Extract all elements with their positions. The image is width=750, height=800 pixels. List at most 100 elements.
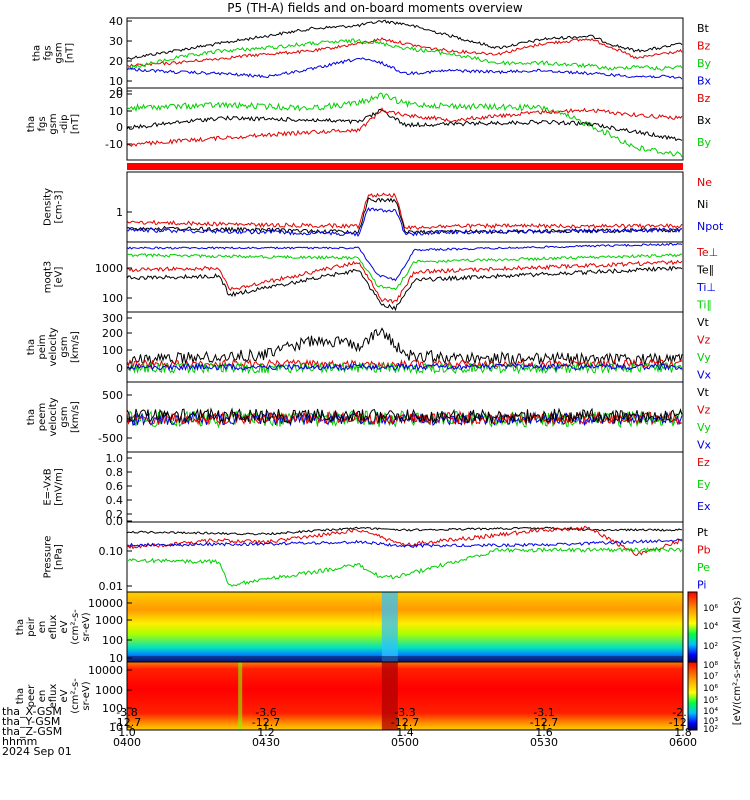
footer-val-3-1: 0430 [252,736,280,749]
ytick-peimvel-0: 300 [102,312,123,325]
footer-val-1-2: -12.7 [391,716,419,729]
footer-val-0-0: -3.8 [116,706,137,719]
legend-bfield2-0: Bz [697,92,711,105]
ylabel-peir-3: eflux [48,615,59,640]
legend-pressure-1: Pb [697,544,711,557]
ytick-bfield2-1: 10 [109,105,123,118]
ylabel-pressure-1: [nPa] [54,544,65,570]
ytick-peemvel-2: -500 [98,432,123,445]
ylabel-peer-4: eV [59,689,70,702]
ylabel-efield-1: [mV/m] [54,468,65,506]
series-peemvel-3 [126,407,683,425]
ylabel-peimvel-0: tha [26,339,37,355]
ylabel-density-1: [cm-3] [54,190,65,223]
ytick-bfield-0: 40 [109,15,123,28]
colorbar-tick-9: 10² [703,725,718,735]
panel-efield [126,451,684,523]
spectrogram-peer [127,662,683,730]
series-pressure-2 [127,538,683,548]
legend-density-2: Npot [697,220,724,233]
ylabel-peir-0: tha [15,619,26,635]
series-temp-1 [126,253,683,291]
legend-pressure-2: Pe [697,561,710,574]
ylabel-peir-5: (cm²-s- [70,609,81,645]
ylabel-peir-1: peir [26,616,37,636]
ylabel-peer-5: (cm²-s- [70,678,81,714]
ylabel-peimvel-4: [km/s] [70,331,81,363]
legend-peimvel-0: Vt [697,316,710,329]
legend-pressure-3: Pi [697,579,706,592]
ytick-peir-2: 100 [102,634,123,647]
ytick-efield-3: 0.4 [106,494,124,507]
ytick-peemvel-1: 0 [116,413,123,426]
series-bfield-3 [126,57,683,80]
ylabel-temp-1: [eV] [54,267,65,288]
mode-bar [127,163,683,170]
colorbar-label: [eV/(cm²-s-sr-eV)] (All Qs) [732,597,743,726]
ytick-bfield-1: 30 [109,35,123,48]
ytick-peir-0: 10000 [88,597,123,610]
panel-frame [126,87,684,161]
ytick-peemvel-0: 500 [102,389,123,402]
legend-temp-2: Ti⊥ [696,281,716,294]
panel-frame [126,521,684,593]
ylabel-peer-2: en [37,690,48,703]
legend-peimvel-1: Vz [697,334,711,347]
footer-val-1-3: -12.7 [530,716,558,729]
ytick-density-0: 1 [116,206,123,219]
legend-bfield-0: Bt [697,22,710,35]
panel-frame [126,17,684,89]
ytick-peimvel-2: 100 [102,344,123,357]
legend-peemvel-1: Vz [697,404,711,417]
ylabel-peimvel-2: velocity [48,327,59,366]
ylabel-peemvel-4: [km/s] [70,401,81,433]
ylabel-bfield-2: gsm [54,42,65,63]
ylabel-bfield-1: fgs [43,45,54,60]
ytick-peimvel-3: 0 [116,362,123,375]
panel-peimvel [126,311,684,383]
series-bfield-1 [126,37,683,68]
ylabel-peer-6: sr-eV) [81,681,92,710]
series-bfield-0 [126,19,683,60]
legend-efield-1: Ey [697,478,711,491]
ytick-efield-0: 1.0 [106,452,124,465]
series-temp-0 [126,242,683,282]
ylabel-bfield-3: [nT] [65,43,76,63]
footer-date: 2024 Sep 01 [2,745,72,758]
ytick-bfield2-2: 0 [116,121,123,134]
colorbar-tick-5: 10⁶ [703,684,718,694]
legend-peemvel-2: Vy [697,421,711,434]
footer-val-2-2: 1.4 [396,726,414,739]
colorbar-tick-7: 10⁴ [703,707,718,717]
ylabel-peimvel-3: gsm [59,336,70,357]
footer-val-2-4: 1.8 [674,726,692,739]
series-density-1 [126,197,683,235]
panel-peemvel [126,381,684,453]
ylabel-peir-6: sr-eV) [81,612,92,641]
footer-val-2-0: 1.0 [118,726,136,739]
ylabel-peemvel-3: gsm [59,406,70,427]
colorbar-tick-6: 10⁵ [703,696,718,706]
panel-frame [126,311,684,383]
series-pressure-0 [126,526,683,536]
legend-peimvel-2: Vy [697,351,711,364]
series-density-2 [126,207,683,237]
legend-bfield-1: Bz [697,40,711,53]
panel-peir [126,591,684,663]
panel-bfield [126,17,684,92]
legend-bfield-2: By [697,57,712,70]
footer-val-2-1: 1.2 [257,726,275,739]
ytick-bfield-3: 10 [109,75,123,88]
legend-bfield-3: Bx [697,75,712,88]
panel-peer [126,661,684,731]
series-density-0 [126,192,683,230]
legend-temp-0: Te⊥ [696,246,718,259]
ytick-peir-3: 10 [109,652,123,665]
spectrogram-peir [127,592,683,662]
footer-val-0-2: -3.3 [394,706,415,719]
ylabel-peir-4: eV [59,620,70,633]
ytick-bfield2-0: 20 [109,88,123,101]
footer-val-3-3: 0530 [530,736,558,749]
colorbar-tick-1: 10⁴ [703,622,718,632]
